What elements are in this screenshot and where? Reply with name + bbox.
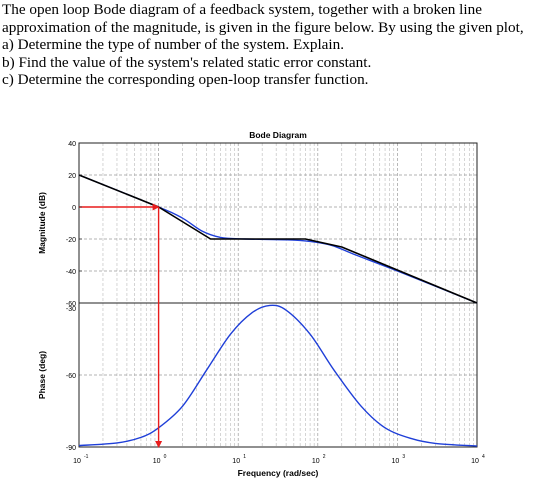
x-tick-exponent: 0 bbox=[164, 454, 167, 460]
x-tick-label: 10 bbox=[312, 458, 320, 465]
red-arrowhead-down bbox=[155, 441, 163, 448]
x-tick-label: 10 bbox=[73, 458, 81, 465]
magnitude-tick-label: 40 bbox=[68, 141, 76, 148]
x-tick-label: 10 bbox=[153, 458, 161, 465]
x-tick-exponent: -1 bbox=[84, 454, 89, 460]
x-tick-label: 10 bbox=[232, 458, 240, 465]
x-tick-label: 10 bbox=[392, 458, 400, 465]
question-b: b) Find the value of the system's relate… bbox=[2, 53, 372, 71]
question-c: c) Determine the corresponding open-loop… bbox=[2, 71, 369, 88]
x-tick-exponent: 3 bbox=[402, 454, 405, 460]
x-tick-exponent: 1 bbox=[243, 454, 246, 460]
x-tick-exponent: 2 bbox=[323, 454, 326, 460]
major-gridlines bbox=[79, 142, 477, 447]
magnitude-tick-label: -20 bbox=[66, 237, 76, 244]
minor-gridlines bbox=[102, 143, 474, 447]
magnitude-tick-label: 20 bbox=[68, 173, 76, 180]
red-arrowhead-right bbox=[152, 203, 160, 211]
magnitude-axis-label: Magnitude (dB) bbox=[37, 192, 47, 254]
question-a: a) Determine the type of number of the s… bbox=[2, 36, 345, 53]
phase-tick-label: -30 bbox=[66, 306, 76, 313]
phase-line bbox=[78, 304, 478, 447]
problem-statement: The open loop Bode diagram of a feedback… bbox=[2, 1, 552, 89]
phase-tick-label: -90 bbox=[66, 445, 76, 452]
x-axis-label: Frequency (rad/sec) bbox=[238, 468, 319, 478]
phase-axes-box bbox=[78, 302, 478, 448]
phase-axis-label: Phase (deg) bbox=[37, 351, 47, 399]
x-tick-exponent: 4 bbox=[482, 454, 485, 460]
phase-tick-label: -60 bbox=[66, 373, 76, 380]
problem-intro: The open loop Bode diagram of a feedback… bbox=[2, 1, 524, 36]
plot-curves bbox=[78, 174, 478, 448]
x-tick-label: 10 bbox=[471, 458, 479, 465]
magnitude-tick-label: 0 bbox=[72, 205, 76, 212]
chart-title: Bode Diagram bbox=[249, 130, 307, 140]
tick-labels: 40200-20-40-60-30-60-9010-11001011021031… bbox=[66, 141, 485, 465]
magnitude-asymptote-line bbox=[78, 174, 478, 304]
magnitude-tick-label: -60 bbox=[66, 301, 76, 308]
magnitude-tick-label: -40 bbox=[66, 269, 76, 276]
